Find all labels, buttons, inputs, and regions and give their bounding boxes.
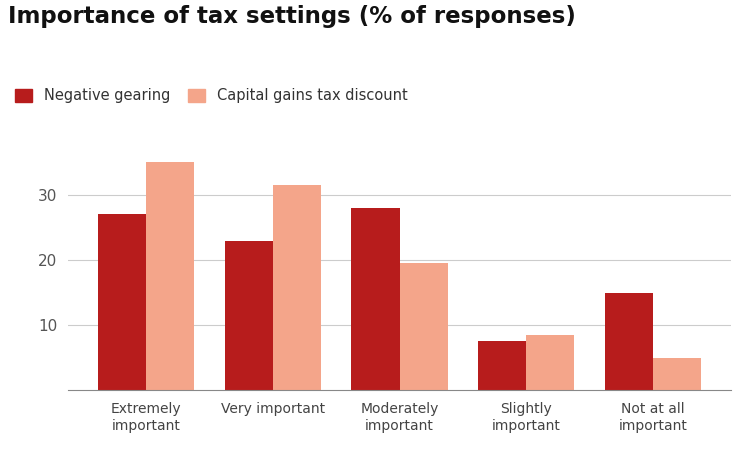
Bar	[146, 162, 195, 390]
Bar	[478, 341, 526, 390]
Bar	[400, 263, 448, 390]
Bar	[273, 185, 321, 390]
Bar	[605, 293, 653, 390]
Text: Importance of tax settings (% of responses): Importance of tax settings (% of respons…	[8, 5, 575, 28]
Bar	[351, 208, 400, 390]
Bar	[98, 215, 146, 390]
Bar	[225, 240, 273, 390]
Legend: Negative gearing, Capital gains tax discount: Negative gearing, Capital gains tax disc…	[15, 88, 408, 103]
Bar	[526, 335, 575, 390]
Bar	[653, 358, 701, 390]
